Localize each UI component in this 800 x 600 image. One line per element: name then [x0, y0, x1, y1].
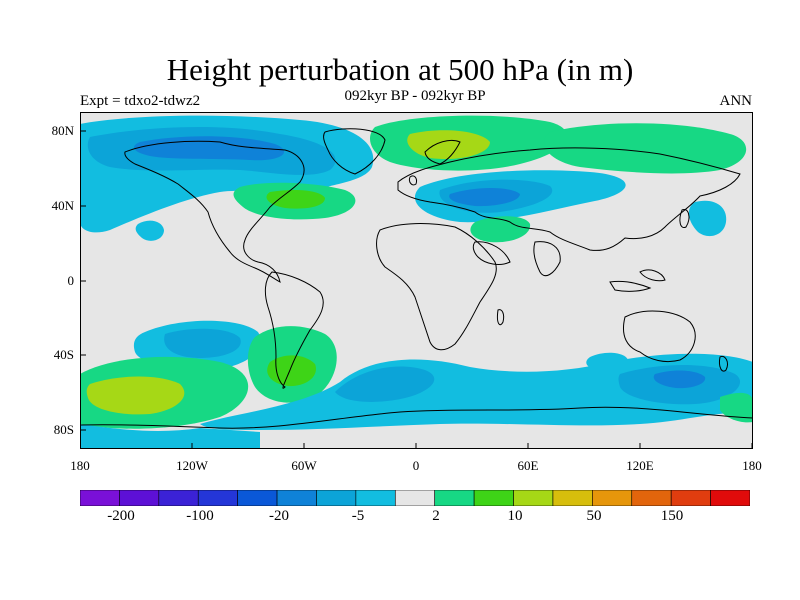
colorbar-cell	[631, 490, 672, 506]
colorbar-label: 10	[507, 508, 523, 524]
colorbar-cell	[355, 490, 396, 506]
colorbar-cell	[316, 490, 357, 506]
colorbar-label: 50	[586, 508, 602, 524]
colorbar-label: -20	[269, 508, 289, 524]
lon-label-180e: 180	[742, 458, 762, 473]
colorbar-cell	[237, 490, 278, 506]
colorbar-cell	[394, 490, 436, 506]
height-perturbation-map	[80, 112, 753, 449]
lon-label-0: 0	[412, 458, 420, 473]
lon-label-120e: 120E	[626, 458, 654, 473]
lon-label-60e: 60E	[517, 458, 539, 473]
axis-ticks	[80, 130, 753, 449]
lon-label-60w: 60W	[291, 458, 317, 473]
anomaly-tasman-positive	[720, 392, 753, 423]
anomaly-indian-ocean-negative	[586, 352, 628, 371]
coastlines	[80, 128, 753, 429]
anomaly-southeast-pacific-positive	[80, 356, 249, 429]
anomaly-east-asia-positive	[544, 123, 747, 174]
anomaly-southern-ocean-negative	[200, 353, 753, 430]
lon-label-120w: 120W	[176, 458, 208, 473]
colorbar-cell	[80, 490, 120, 506]
colorbar-cell	[710, 490, 750, 506]
colorbar-cell	[119, 490, 160, 506]
anomaly-japan-negative	[688, 200, 727, 237]
colorbar-cell	[473, 490, 514, 506]
colorbar-label: -5	[351, 508, 365, 524]
colorbar-label: 150	[660, 508, 684, 524]
anomaly-central-pacific-negative	[135, 220, 164, 241]
plot-subtitle: 092kyr BP - 092kyr BP	[344, 88, 486, 104]
season-label: ANN	[719, 93, 753, 109]
colorbar-label: 2	[432, 508, 440, 524]
colorbar-cell	[158, 490, 199, 506]
lat-label-80s: 80S	[53, 422, 74, 437]
plot-title: Height perturbation at 500 hPa (in m)	[166, 52, 634, 87]
anomaly-antarctic-negative	[80, 424, 260, 449]
colorbar-cell	[670, 490, 711, 506]
colorbar-label: -100	[186, 508, 214, 524]
colorbar-label: -200	[107, 508, 135, 524]
colorbar-cell	[552, 490, 593, 506]
lat-label-40n: 40N	[51, 198, 74, 213]
colorbar-cell	[513, 490, 554, 506]
colorbar-cell	[434, 490, 475, 506]
colorbar-cell	[276, 490, 317, 506]
colorbar-cell	[197, 490, 238, 506]
anomaly-arabia-positive	[470, 216, 531, 243]
anomaly-north-atlantic-positive	[233, 182, 356, 220]
lat-label-0: 0	[67, 273, 75, 288]
lon-label-180w: 180	[70, 458, 90, 473]
lat-label-40s: 40S	[53, 347, 74, 362]
colorbar	[80, 490, 750, 506]
experiment-label: Expt = tdxo2-tdwz2	[80, 93, 201, 109]
anomaly-scandinavia-positive	[370, 115, 567, 171]
colorbar-cell	[592, 490, 633, 506]
lat-label-80n: 80N	[51, 123, 74, 138]
